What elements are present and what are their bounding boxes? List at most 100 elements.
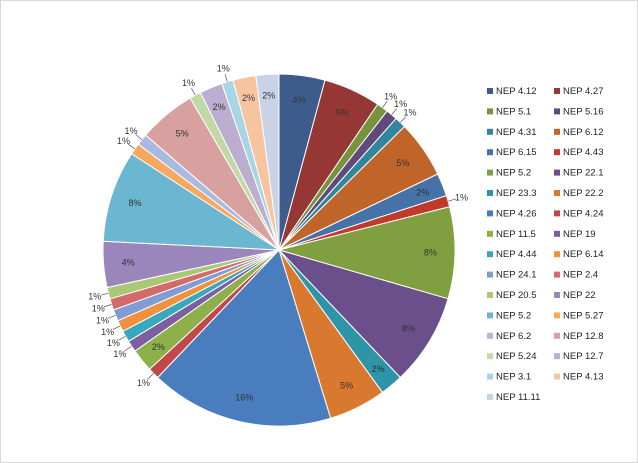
slice-label-20: 1% [92, 304, 105, 314]
legend-swatch-9 [487, 169, 493, 176]
slice-label-6: 5% [396, 158, 409, 168]
pie-slice-13 [156, 249, 332, 427]
legend-swatch-30 [554, 373, 560, 380]
legend-swatch-3 [487, 108, 493, 115]
leader-line-18 [112, 325, 121, 330]
legend-swatch-19 [487, 271, 493, 278]
legend-entry-29: NEP 3.1 [487, 372, 531, 383]
slice-label-8: 1% [455, 192, 468, 202]
legend-swatch-10 [554, 169, 560, 176]
slice-label-12: 5% [340, 380, 353, 390]
legend-label-18: NEP 6.14 [563, 249, 604, 260]
legend-entry-25: NEP 6.2 [487, 331, 531, 342]
legend-swatch-13 [487, 210, 493, 217]
slice-label-19: 1% [96, 316, 109, 326]
slice-label-2: 5% [336, 107, 349, 117]
leader-line-8 [447, 198, 456, 202]
legend-entry-10: NEP 22.1 [554, 168, 604, 179]
legend-label-6: NEP 6.12 [563, 127, 604, 138]
legend-entry-18: NEP 6.14 [554, 249, 604, 260]
legend-swatch-28 [554, 353, 560, 360]
legend-label-13: NEP 4.26 [496, 208, 537, 219]
slice-label-13: 16% [235, 392, 253, 402]
slice-label-30: 2% [242, 93, 255, 103]
legend-entry-8: NEP 4.43 [554, 147, 604, 158]
legend-label-28: NEP 12.7 [563, 351, 604, 362]
pie-slice-9 [277, 206, 456, 300]
slice-label-28: 2% [213, 102, 226, 112]
slice-label-29: 1% [217, 63, 230, 73]
slice-label-26: 5% [176, 129, 189, 139]
legend-entry-17: NEP 4.44 [487, 249, 537, 260]
legend-label-17: NEP 4.44 [496, 249, 537, 260]
legend-label-19: NEP 24.1 [496, 270, 537, 281]
legend-swatch-8 [554, 149, 560, 156]
legend-entry-19: NEP 24.1 [487, 270, 537, 281]
legend-label-16: NEP 19 [563, 229, 596, 240]
legend-label-25: NEP 6.2 [496, 331, 531, 342]
slice-label-16: 1% [113, 349, 126, 359]
legend-swatch-2 [554, 88, 560, 94]
leader-line-19 [108, 315, 116, 319]
legend-label-29: NEP 3.1 [496, 372, 531, 383]
legend-swatch-17 [487, 251, 493, 258]
legend-entry-2: NEP 4.27 [554, 86, 604, 97]
slice-label-15: 2% [152, 342, 165, 352]
slice-label-7: 2% [416, 188, 429, 198]
slice-label-17: 1% [107, 338, 120, 348]
legend-entry-5: NEP 4.31 [487, 127, 537, 138]
legend-label-8: NEP 4.43 [563, 147, 604, 158]
legend-swatch-29 [487, 373, 493, 380]
slice-label-10: 8% [402, 324, 415, 334]
slice-label-11: 2% [372, 364, 385, 374]
legend-entry-31: NEP 11.11 [487, 392, 540, 403]
legend-swatch-12 [554, 190, 560, 196]
legend-swatch-27 [487, 353, 493, 360]
legend-label-5: NEP 4.31 [496, 127, 537, 138]
leader-line-25 [135, 134, 143, 140]
legend-label-23: NEP 5.2 [496, 310, 531, 321]
legend-label-31: NEP 11.11 [496, 392, 540, 403]
legend-swatch-7 [487, 149, 493, 156]
slice-label-1: 4% [292, 95, 305, 105]
leader-line-16 [124, 345, 132, 351]
leader-lines [100, 73, 456, 380]
legend-label-26: NEP 12.8 [563, 331, 604, 342]
legend-entry-13: NEP 4.26 [487, 208, 537, 219]
legend-swatch-16 [554, 230, 560, 237]
legend-label-20: NEP 2.4 [563, 270, 598, 281]
legend-entry-1: NEP 4.12 [487, 86, 537, 97]
legend-entry-6: NEP 6.12 [554, 127, 604, 138]
leader-line-24 [128, 144, 136, 150]
slice-label-27: 1% [182, 78, 195, 88]
legend-label-22: NEP 22 [563, 290, 596, 301]
legend-entry-14: NEP 4.24 [554, 208, 604, 219]
leader-line-4 [391, 108, 398, 115]
legend-entry-22: NEP 22 [554, 290, 596, 301]
legend-label-9: NEP 5.2 [496, 168, 531, 179]
pie-slice-10 [277, 249, 449, 379]
legend-label-15: NEP 11.5 [496, 229, 536, 240]
slice-label-14: 1% [137, 378, 150, 388]
slice-labels: 4%5%1%1%1%5%2% 1%8%8%2%5%16%1%2%1%1%1%1%1… [88, 63, 468, 402]
slice-label-22: 4% [122, 258, 135, 268]
legend-label-7: NEP 6.15 [496, 147, 537, 158]
legend-entry-4: NEP 5.16 [554, 106, 604, 117]
legend-label-27: NEP 5.24 [496, 351, 537, 362]
legend-label-11: NEP 23.3 [496, 188, 537, 199]
pie-slices [102, 73, 456, 427]
legend-label-24: NEP 5.27 [563, 310, 604, 321]
legend-swatch-24 [554, 312, 560, 319]
slice-label-31: 2% [262, 90, 275, 100]
legend-label-30: NEP 4.13 [563, 372, 604, 383]
slice-label-3: 1% [384, 91, 397, 101]
legend-swatch-26 [554, 332, 560, 339]
leader-line-21 [100, 292, 109, 296]
legend-entry-3: NEP 5.1 [487, 106, 531, 117]
pie-slice-23 [102, 153, 281, 251]
legend-label-4: NEP 5.16 [563, 106, 604, 117]
legend-entry-26: NEP 12.8 [554, 331, 604, 342]
legend-swatch-15 [487, 230, 493, 237]
legend-swatch-5 [487, 128, 493, 135]
